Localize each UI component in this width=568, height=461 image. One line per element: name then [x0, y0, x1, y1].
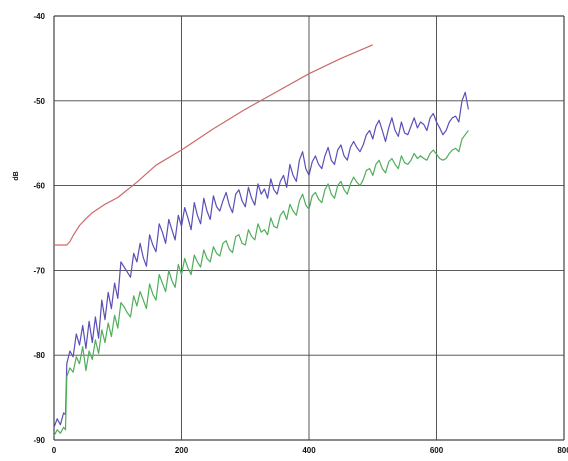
x-tick-label: 400	[302, 446, 316, 455]
series-line-green	[53, 130, 469, 437]
grid-lines	[53, 15, 565, 441]
y-tick-label: -40	[33, 12, 45, 21]
series-layer	[53, 44, 469, 437]
series-line-blue	[53, 91, 469, 428]
y-axis-label: dB	[13, 171, 20, 180]
tick-labels: 0 200 400 600 800 -40 -50 -60 -70 -80 -90	[33, 12, 568, 455]
x-tick-label: 800	[557, 446, 568, 455]
x-tick-label: 200	[175, 446, 189, 455]
y-tick-label: -80	[33, 351, 45, 360]
series-line-red	[54, 44, 374, 246]
y-tick-label: -90	[33, 436, 45, 445]
y-tick-label: -60	[33, 182, 45, 191]
y-tick-label: -70	[33, 266, 45, 275]
x-tick-label: 0	[52, 446, 57, 455]
x-tick-label: 600	[430, 446, 444, 455]
y-tick-label: -50	[33, 97, 45, 106]
